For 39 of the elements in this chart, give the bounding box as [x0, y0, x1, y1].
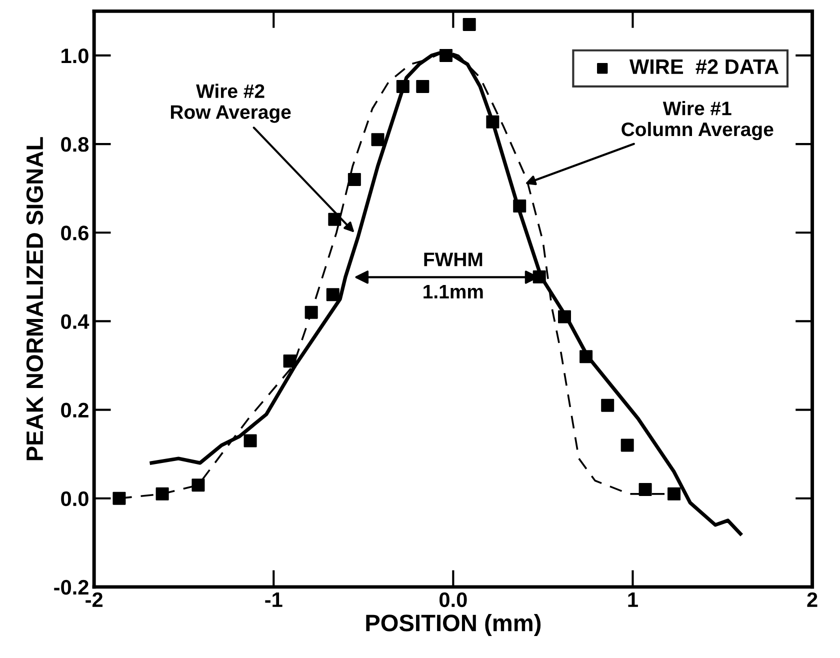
point — [532, 270, 546, 284]
point — [580, 350, 593, 364]
point — [601, 398, 614, 412]
y-tick-label: 0.2 — [61, 402, 88, 418]
point — [620, 438, 634, 452]
point — [283, 354, 296, 368]
point — [558, 310, 572, 324]
point — [192, 478, 205, 492]
point — [668, 487, 681, 500]
point — [439, 48, 453, 62]
y-tick-label: 0.0 — [61, 491, 88, 506]
point — [371, 133, 384, 146]
x-tick-label: 0.0 — [440, 592, 467, 608]
y-tick-label: 0.4 — [61, 314, 90, 329]
point — [638, 482, 652, 496]
y-tick-label: 1.0 — [62, 48, 88, 64]
x-axis-title: POSITION (mm) — [366, 614, 541, 636]
y-tick-label: 0.8 — [61, 137, 89, 152]
point — [462, 18, 476, 31]
point — [416, 80, 430, 93]
annotation: Wire #2 Row Average — [170, 84, 291, 123]
point — [396, 80, 410, 93]
legend-label: WIRE #2 DATA — [629, 59, 779, 74]
x-tick-label: 1 — [628, 592, 638, 607]
point — [348, 172, 361, 186]
point — [304, 306, 318, 319]
point — [326, 288, 340, 302]
point — [328, 212, 342, 226]
x-tick-label: 2 — [807, 592, 818, 607]
annotation: Wire #1 Column Average — [622, 101, 774, 140]
annotation: FWHM 1.1mm — [424, 252, 483, 298]
point — [156, 487, 169, 500]
y-tick-label: 0.6 — [61, 226, 88, 240]
point — [486, 115, 500, 128]
point — [513, 200, 526, 213]
x-tick-label: -1 — [265, 592, 282, 607]
point — [112, 492, 126, 505]
point — [244, 434, 257, 448]
y-axis-title: PEAK NORMALIZED SIGNAL — [26, 137, 44, 460]
